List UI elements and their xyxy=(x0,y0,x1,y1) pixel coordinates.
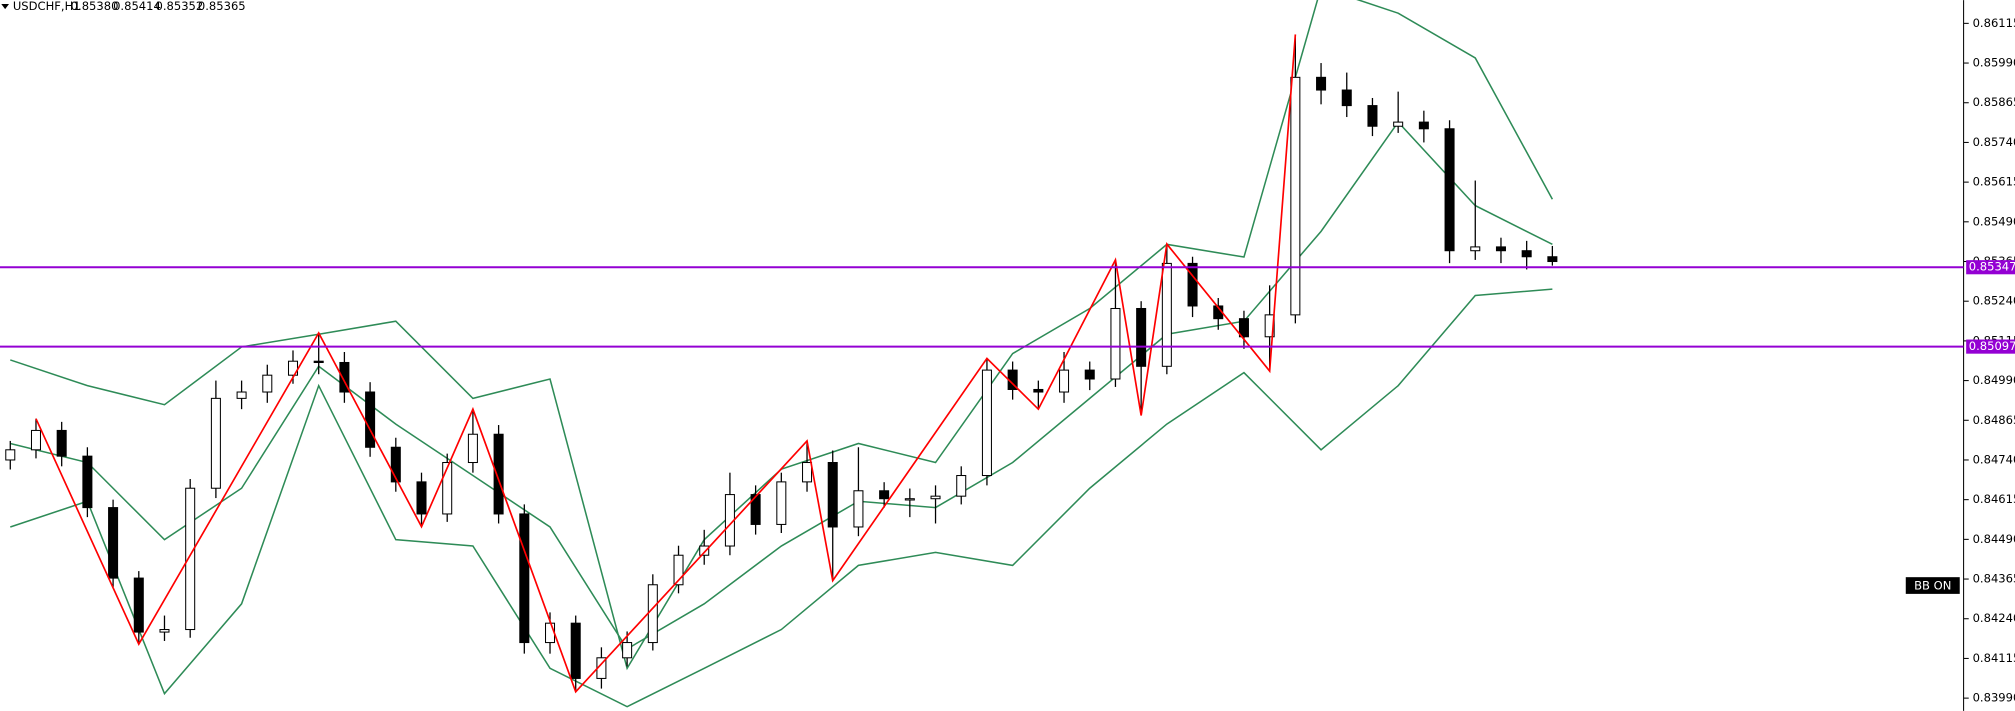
candle-body xyxy=(750,494,761,525)
candle-body xyxy=(570,622,581,679)
y-tick-label: 0.85865 xyxy=(1973,95,2015,109)
collapse-icon[interactable] xyxy=(1,4,9,10)
candle-body xyxy=(1367,105,1378,127)
bb-button-label[interactable]: BB ON xyxy=(1914,579,1951,593)
y-tick-label: 0.84865 xyxy=(1973,413,2015,427)
candle-body xyxy=(1290,76,1301,316)
ohlc-close: 0.85365 xyxy=(198,0,246,13)
candle-body xyxy=(339,361,350,393)
symbol: USDCHF,H1 xyxy=(13,0,81,13)
level-label-box xyxy=(1966,339,2015,354)
candle-body xyxy=(133,577,144,633)
y-tick-label: 0.85615 xyxy=(1973,175,2015,189)
candle-body xyxy=(1033,388,1044,393)
candle-body xyxy=(904,498,915,501)
candle-body xyxy=(622,642,633,659)
ohlc-open: 0.85380 xyxy=(71,0,119,13)
candle-body xyxy=(30,429,41,451)
candle-body xyxy=(802,461,813,483)
candle-body xyxy=(416,481,427,515)
candle-body xyxy=(699,545,710,556)
candle-body xyxy=(956,475,967,497)
candle-body xyxy=(467,433,478,464)
candle-body xyxy=(545,622,556,644)
candle-body xyxy=(1521,250,1532,258)
candle-body xyxy=(1084,369,1095,380)
candle-body xyxy=(236,391,247,399)
candle-body xyxy=(981,369,992,477)
candle-body xyxy=(262,374,273,393)
level-label: 0.85097 xyxy=(1969,339,2015,353)
candle-body xyxy=(365,391,376,448)
candle-body xyxy=(1187,262,1198,307)
y-tick-label: 0.84115 xyxy=(1973,651,2015,665)
candle-body xyxy=(108,507,119,579)
candle-body xyxy=(1341,89,1352,107)
candle-body xyxy=(1059,369,1070,393)
candle-body xyxy=(647,584,658,644)
bollinger-lower xyxy=(10,288,1553,708)
candle-body xyxy=(827,461,838,528)
candle-body xyxy=(853,490,864,528)
y-tick-label: 0.86115 xyxy=(1973,16,2015,30)
candle-body xyxy=(1495,246,1506,252)
candle-body xyxy=(1470,246,1481,252)
y-tick-label: 0.84365 xyxy=(1973,572,2015,586)
level-label: 0.85347 xyxy=(1969,260,2015,274)
candle-body xyxy=(313,360,324,364)
candle-body xyxy=(442,461,453,515)
candle-body xyxy=(1136,307,1147,367)
candle-body xyxy=(1316,76,1327,91)
candle-body xyxy=(5,449,16,461)
level-label-box xyxy=(1966,260,2015,275)
candle-body xyxy=(519,513,530,644)
candle-body xyxy=(210,397,221,489)
candle-body xyxy=(1444,128,1455,252)
candle-body xyxy=(159,629,170,633)
y-tick-label: 0.84615 xyxy=(1973,492,2015,506)
candle-body xyxy=(1547,256,1558,263)
candle-body xyxy=(1161,262,1172,367)
candle-body xyxy=(56,429,67,457)
candle-body xyxy=(493,433,504,515)
candle-body xyxy=(776,481,787,525)
candle-body xyxy=(879,490,890,500)
bb-button[interactable] xyxy=(1905,577,1960,594)
zigzag xyxy=(35,34,1297,694)
ohlc-high: 0.85414 xyxy=(113,0,161,13)
candle-body xyxy=(82,455,93,509)
candle-body xyxy=(1418,121,1429,130)
candle-body xyxy=(930,495,941,500)
ohlc-low: 0.85352 xyxy=(155,0,203,13)
candle-body xyxy=(390,446,401,483)
candle-body xyxy=(1393,121,1404,127)
candle-body xyxy=(1264,314,1275,338)
plot-area xyxy=(0,0,1964,708)
candle-body xyxy=(1238,318,1249,338)
candle-body xyxy=(1110,307,1121,380)
candle-body xyxy=(185,487,196,631)
candle-body xyxy=(673,554,684,586)
